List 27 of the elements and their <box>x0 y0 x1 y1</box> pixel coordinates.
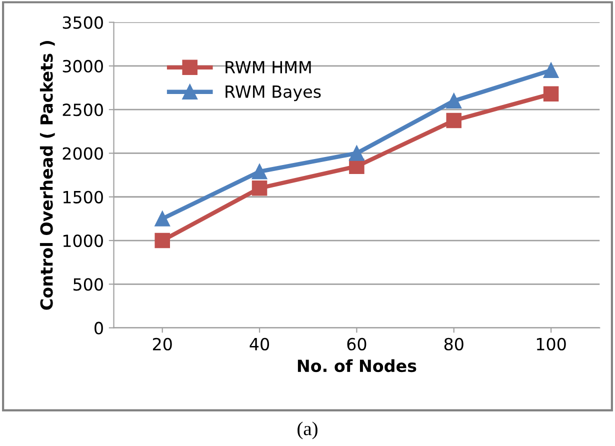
y-tick-label: 2500 <box>62 104 103 116</box>
y-tick-label: 500 <box>74 278 103 291</box>
point <box>543 62 559 78</box>
x-tick-label: 80 <box>444 338 464 350</box>
y-tick-label: 1500 <box>63 190 103 204</box>
legend-label: RWM Bayes <box>226 86 321 102</box>
text: (a) <box>298 422 318 440</box>
point <box>154 211 170 226</box>
point <box>252 164 268 180</box>
x-tick-label: 60 <box>347 338 366 350</box>
point <box>446 93 462 108</box>
y-tick-label: 3000 <box>62 60 103 73</box>
point <box>252 180 268 196</box>
point <box>154 232 170 248</box>
point <box>446 112 462 128</box>
x-tick-label: 20 <box>152 338 172 350</box>
y-tick-label: 2000 <box>62 147 103 160</box>
y-axis-title: Control Overhead ( Packets ) <box>40 40 55 310</box>
point <box>349 146 364 161</box>
x-tick-label: 100 <box>536 338 566 350</box>
x-axis-title: No. of Nodes <box>298 359 416 372</box>
legend-label: RWM HMM <box>226 61 311 74</box>
y-tick-label: 0 <box>94 322 103 334</box>
x-tick-label: 40 <box>250 338 270 350</box>
y-tick-label: 3500 <box>62 16 103 29</box>
y-tick-label: 1000 <box>63 234 103 248</box>
point <box>543 86 559 102</box>
